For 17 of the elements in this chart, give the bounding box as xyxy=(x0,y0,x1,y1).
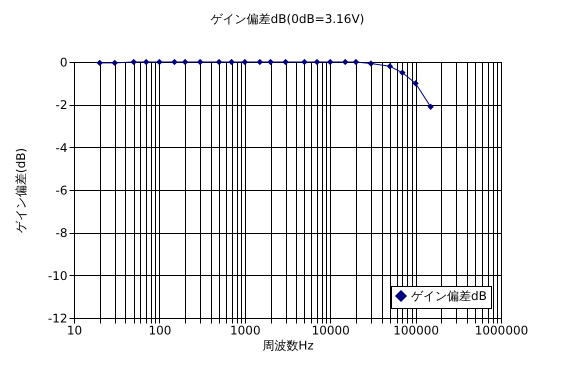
y-tick-label: 0 xyxy=(60,56,68,70)
chart-title: ゲイン偏差dB(0dB=3.16V) xyxy=(210,12,364,26)
y-tick-label: -2 xyxy=(56,98,68,112)
x-tick-label: 10000 xyxy=(312,324,350,338)
y-tick-label: -8 xyxy=(56,226,68,240)
y-tick-label: -12 xyxy=(48,312,68,326)
x-tick-label: 1000000 xyxy=(474,324,528,338)
y-tick-label: -10 xyxy=(48,268,68,283)
x-tick-label: 100 xyxy=(148,324,172,338)
x-axis-title: 周波数Hz xyxy=(262,338,314,352)
x-tick-label: 10 xyxy=(66,324,82,338)
x-tick-label: 1000 xyxy=(230,324,261,338)
y-tick-label: -4 xyxy=(56,140,68,155)
y-tick-label: -6 xyxy=(56,184,68,198)
y-axis-title: ゲイン偏差(dB) xyxy=(14,148,28,234)
legend-label: ゲイン偏差dB xyxy=(411,289,487,303)
x-tick-label: 100000 xyxy=(393,324,440,338)
